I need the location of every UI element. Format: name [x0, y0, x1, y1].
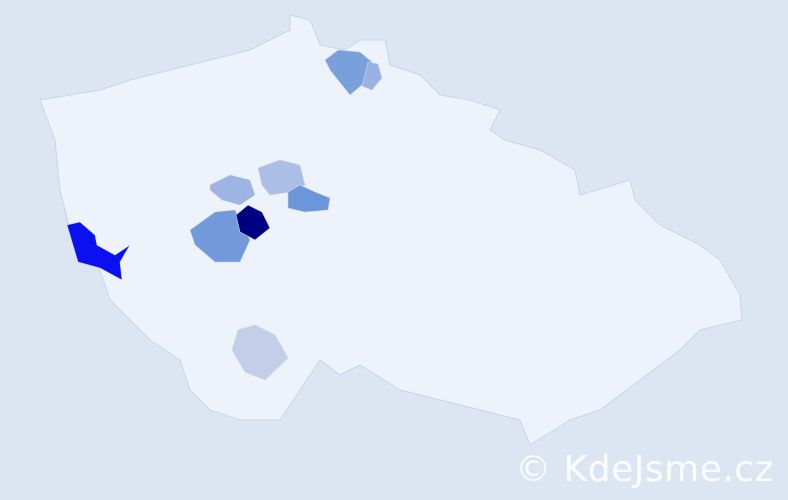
- region[interactable]: [361, 61, 383, 91]
- watermark: © KdeJsme.cz: [515, 449, 774, 490]
- region[interactable]: [66, 221, 131, 281]
- region[interactable]: [189, 209, 251, 263]
- region[interactable]: [287, 184, 331, 213]
- region[interactable]: [235, 204, 271, 241]
- region[interactable]: [209, 174, 256, 206]
- region[interactable]: [231, 324, 289, 381]
- country-outline: [39, 14, 743, 446]
